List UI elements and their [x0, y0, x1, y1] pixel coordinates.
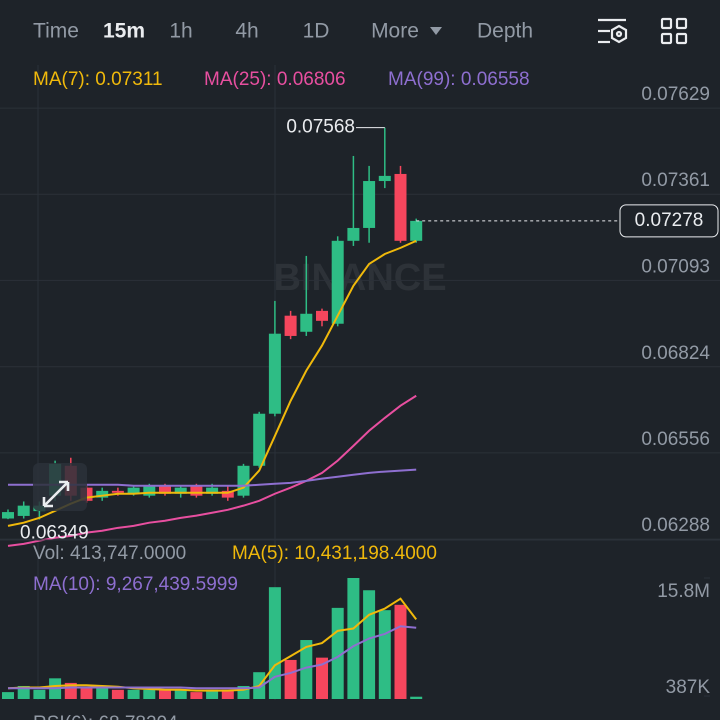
volume-bar	[300, 640, 313, 699]
timeframe-tabs: Time 15m 1h 4h 1D More Depth	[33, 20, 533, 43]
candle-body	[237, 465, 250, 496]
candle-body	[190, 485, 203, 496]
tab[interactable]: Time	[33, 20, 79, 43]
volume-bar	[268, 587, 281, 699]
ma-line	[7, 394, 417, 547]
volume-bar	[96, 688, 109, 699]
candle-body	[2, 512, 14, 519]
ma-line	[7, 597, 417, 692]
candle-body	[159, 485, 171, 494]
volume-bar	[159, 689, 171, 699]
candle-body	[331, 240, 344, 324]
legend-entry: MA(99): 0.06558	[388, 69, 530, 90]
volume-bar	[33, 689, 46, 699]
volume-bar	[206, 689, 219, 699]
indicator-legend: RSI(6): 68.78294	[33, 713, 178, 720]
volume-bar	[2, 692, 14, 699]
volume-bar	[111, 689, 124, 699]
price-chart: 0.07629 0.07361 0.07093 0.06824 0.06556 0.062…	[0, 69, 720, 720]
high-label: 0.07568	[286, 117, 355, 138]
volume-bar	[143, 689, 156, 699]
volume-bar	[410, 696, 423, 699]
tab[interactable]: More	[371, 20, 419, 43]
y-tick-label: 0.07093	[641, 256, 710, 277]
dropdown-arrow	[430, 27, 442, 35]
candle-body	[394, 173, 407, 241]
candle-body	[300, 313, 313, 332]
candle-body	[410, 220, 423, 241]
volume-bar	[363, 590, 376, 699]
candle-body	[221, 490, 234, 498]
tab[interactable]: Depth	[477, 20, 533, 43]
layout-icon[interactable]	[660, 17, 688, 45]
volume-bar	[190, 692, 203, 699]
candle-body	[96, 490, 109, 498]
tab[interactable]: 1D	[303, 20, 330, 43]
volume-bar	[378, 610, 391, 699]
legend-entry: MA(25): 0.06806	[204, 69, 346, 90]
tab[interactable]: 15m	[103, 20, 145, 43]
candle-body	[284, 315, 297, 336]
candle-body	[127, 487, 140, 494]
candle-body	[268, 333, 281, 414]
candle-body	[253, 413, 266, 466]
legend-entry: MA(10): 9,267,439.5999	[33, 574, 238, 595]
volume-legend: Vol: 413,747.0000	[33, 543, 186, 564]
volume-bar	[221, 689, 234, 699]
candle-body	[363, 181, 376, 228]
y-tick-label: 0.06824	[641, 343, 710, 364]
y-tick-label: 0.06556	[641, 429, 710, 450]
volume-bar	[347, 578, 360, 699]
chart-settings-icon[interactable]	[598, 18, 628, 44]
candle-body	[17, 505, 30, 516]
volume-bar	[127, 689, 140, 699]
legend-entry: MA(7): 0.07311	[33, 69, 163, 90]
volume-bar	[284, 659, 297, 699]
y-tick-label: 387K	[666, 677, 711, 698]
candle-body	[316, 310, 328, 321]
candle-body	[174, 487, 187, 494]
legend-entry: MA(5): 10,431,198.4000	[232, 543, 437, 564]
y-tick-label: 0.07629	[641, 84, 710, 105]
y-tick-label: 0.07361	[641, 170, 710, 191]
volume-bar	[174, 689, 187, 699]
volume-bar	[316, 657, 328, 699]
y-tick-label: 15.8M	[657, 581, 710, 602]
expand-button[interactable]	[33, 463, 87, 511]
candle-body	[378, 175, 391, 182]
candle-body	[206, 487, 219, 494]
current-price-box	[619, 204, 719, 238]
y-tick-label: 0.06288	[641, 515, 710, 536]
current-price-label: 0.07278	[635, 210, 704, 231]
candle-body	[111, 490, 124, 493]
volume-bar	[394, 604, 407, 699]
tab[interactable]: 4h	[235, 20, 258, 43]
tab[interactable]: 1h	[169, 20, 192, 43]
ma-line	[8, 625, 417, 690]
candle-body	[347, 227, 360, 241]
low-label: 0.06349	[20, 522, 89, 543]
volume-bar	[80, 688, 93, 699]
candle-body	[143, 485, 156, 496]
